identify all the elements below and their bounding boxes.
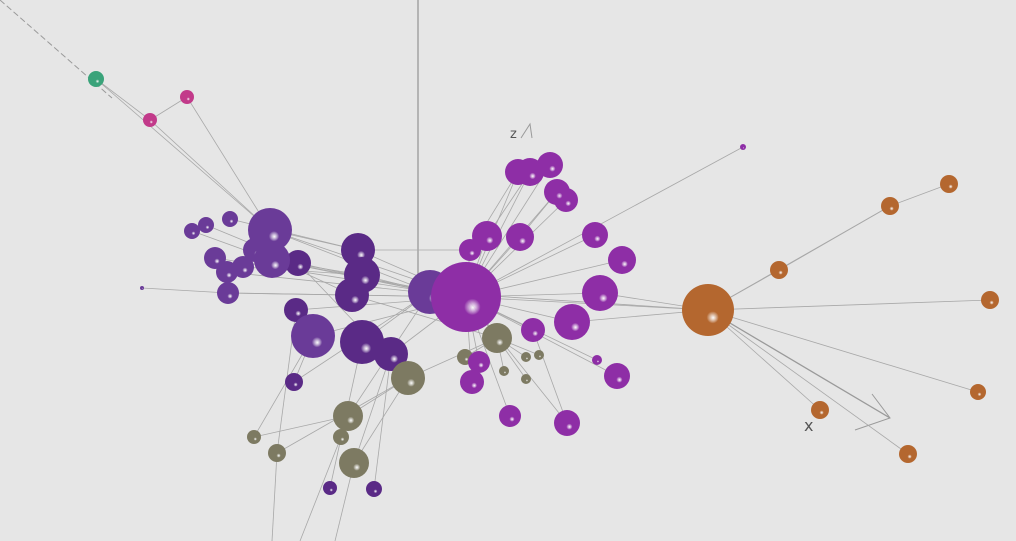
network-node-orange[interactable]	[940, 175, 958, 193]
network-node-magenta[interactable]	[460, 370, 484, 394]
axis-lines	[0, 0, 891, 431]
network-node-violet[interactable]	[140, 286, 144, 290]
network-node-dark-violet[interactable]	[285, 250, 311, 276]
network-edge	[149, 96, 188, 121]
network-node-magenta[interactable]	[544, 179, 570, 205]
z-axis-arrowhead	[520, 122, 533, 139]
network-node-olive[interactable]	[499, 366, 509, 376]
network-node-orange[interactable]	[682, 284, 734, 336]
network-node-violet[interactable]	[184, 223, 200, 239]
network-edge	[532, 329, 568, 424]
node-layer	[88, 71, 999, 497]
far-axis-dashed	[0, 0, 113, 99]
network-edge	[889, 183, 950, 207]
network-node-magenta[interactable]	[468, 351, 490, 373]
network-node-violet[interactable]	[248, 208, 292, 252]
x-axis-label: x	[804, 416, 813, 435]
network-node-violet[interactable]	[232, 256, 254, 278]
network-node-magenta[interactable]	[582, 222, 608, 248]
network-edge	[141, 287, 229, 294]
network-node-magenta[interactable]	[608, 246, 636, 274]
network-node-magenta[interactable]	[521, 318, 545, 342]
network-node-violet[interactable]	[217, 282, 239, 304]
network-edge	[373, 353, 392, 490]
network-node-olive[interactable]	[333, 401, 363, 431]
network-node-olive[interactable]	[521, 374, 531, 384]
network-edge	[95, 78, 151, 121]
network-node-pink[interactable]	[143, 113, 157, 127]
network-node-olive[interactable]	[333, 429, 349, 445]
network-node-orange[interactable]	[770, 261, 788, 279]
network-node-dark-violet[interactable]	[340, 320, 384, 364]
network-node-olive[interactable]	[521, 352, 531, 362]
network-node-olive[interactable]	[482, 323, 512, 353]
network-edge	[353, 353, 392, 464]
network-edge	[253, 415, 349, 438]
network-node-violet[interactable]	[254, 242, 290, 278]
network-node-magenta[interactable]	[582, 275, 618, 311]
network-node-orange[interactable]	[811, 401, 829, 419]
network-node-orange[interactable]	[899, 445, 917, 463]
network-node-dark-violet[interactable]	[284, 298, 308, 322]
network-node-magenta[interactable]	[592, 355, 602, 365]
network-edge	[707, 309, 979, 393]
network-edge	[186, 96, 271, 231]
network-node-magenta[interactable]	[472, 221, 502, 251]
network-node-pink[interactable]	[180, 90, 194, 104]
network-node-olive[interactable]	[339, 448, 369, 478]
network-edge	[271, 452, 278, 541]
network-node-olive[interactable]	[534, 350, 544, 360]
network-node-magenta[interactable]	[554, 410, 580, 436]
network-node-magenta[interactable]	[506, 223, 534, 251]
network-node-magenta[interactable]	[431, 262, 501, 332]
network-node-dark-violet[interactable]	[344, 257, 380, 293]
x-axis-line	[707, 309, 891, 419]
network-edge	[707, 299, 991, 311]
network-edge	[465, 146, 744, 298]
network-node-olive[interactable]	[268, 444, 286, 462]
network-edge	[95, 78, 271, 231]
network-node-magenta[interactable]	[554, 304, 590, 340]
network-edge	[299, 436, 342, 541]
network-node-violet[interactable]	[291, 314, 335, 358]
network-node-magenta[interactable]	[499, 405, 521, 427]
network-node-dark-violet[interactable]	[366, 481, 382, 497]
network-node-olive[interactable]	[391, 361, 425, 395]
network-node-magenta[interactable]	[604, 363, 630, 389]
network-node-magenta[interactable]	[740, 144, 746, 150]
network-node-violet[interactable]	[198, 217, 214, 233]
network-node-orange[interactable]	[981, 291, 999, 309]
network-node-violet[interactable]	[222, 211, 238, 227]
network-edge	[707, 309, 909, 455]
network-edge	[778, 205, 891, 271]
z-axis-label: z	[510, 127, 517, 142]
x-axis-arrowhead	[854, 393, 891, 431]
network-node-dark-violet[interactable]	[285, 373, 303, 391]
network-node-orange[interactable]	[881, 197, 899, 215]
network-edge	[149, 119, 271, 231]
network-node-orange[interactable]	[970, 384, 986, 400]
network-node-olive[interactable]	[247, 430, 261, 444]
network-node-magenta[interactable]	[516, 158, 544, 186]
network-node-dark-violet[interactable]	[323, 481, 337, 495]
network-node-green[interactable]	[88, 71, 104, 87]
edge-layer	[95, 78, 991, 541]
